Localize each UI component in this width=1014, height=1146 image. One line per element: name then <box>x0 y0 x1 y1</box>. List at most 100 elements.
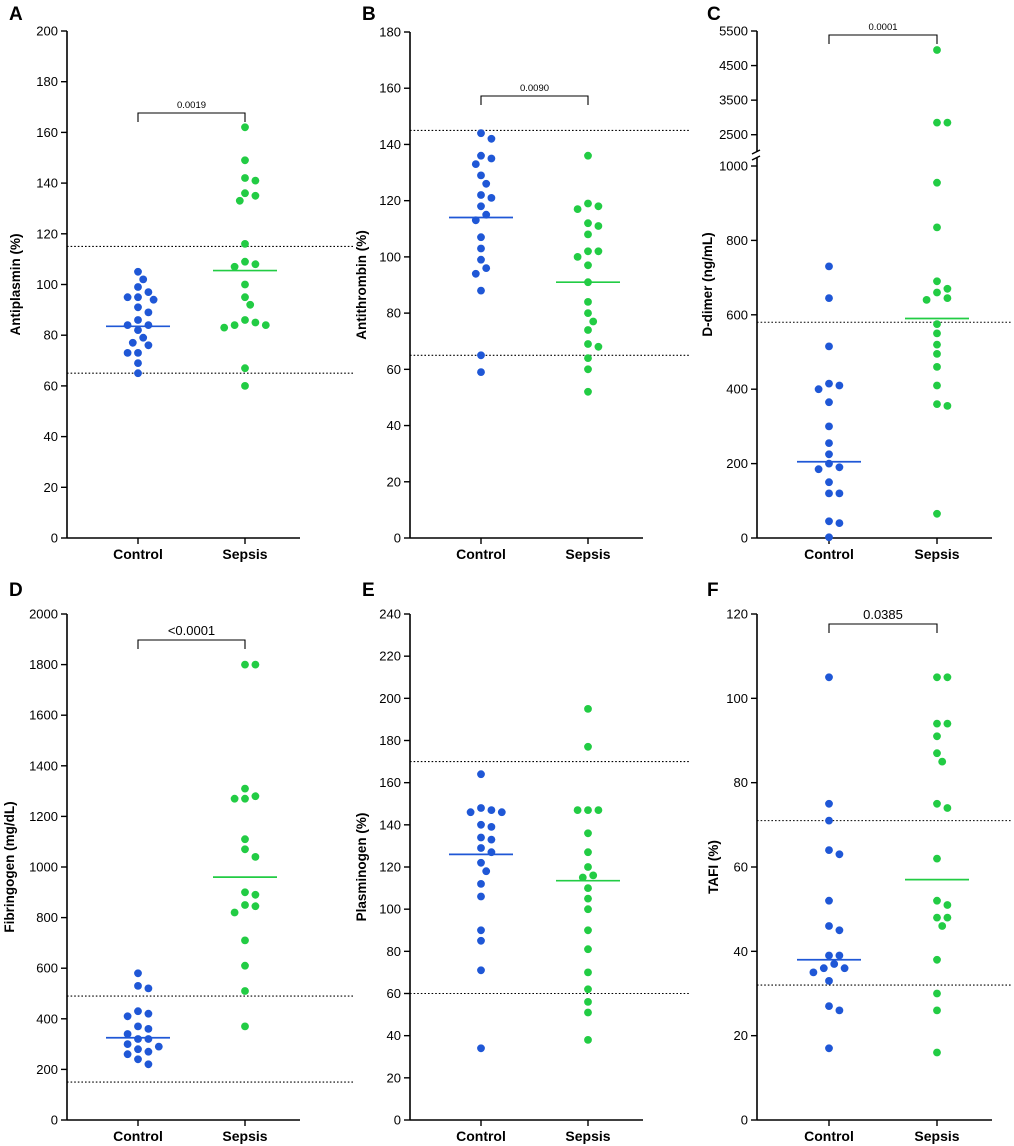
data-point <box>477 286 485 295</box>
data-point <box>241 382 249 390</box>
data-point <box>933 381 941 390</box>
data-point <box>487 154 496 163</box>
data-point <box>825 951 833 960</box>
data-point <box>477 820 485 829</box>
y-tick-label: 160 <box>379 775 401 790</box>
data-point <box>134 1022 142 1031</box>
series-control <box>106 267 170 378</box>
data-point <box>594 806 603 814</box>
data-point <box>241 784 249 793</box>
data-point <box>477 129 485 138</box>
y-tick-label: 160 <box>379 81 401 96</box>
data-point <box>584 230 592 239</box>
data-point <box>134 293 142 302</box>
data-point <box>840 964 849 973</box>
data-point <box>134 316 142 324</box>
y-tick-label: 1200 <box>29 809 58 824</box>
data-point <box>943 913 952 922</box>
data-point <box>241 316 249 324</box>
data-point <box>578 873 587 882</box>
data-point <box>477 926 485 935</box>
y-tick-label: 220 <box>379 649 401 664</box>
data-point <box>825 673 833 682</box>
x-tick-label: Control <box>804 1128 854 1144</box>
data-point <box>943 402 952 410</box>
y-tick-label: 120 <box>726 607 748 622</box>
y-tick-label: 180 <box>36 74 58 89</box>
p-value-label: 0.0090 <box>520 83 549 94</box>
data-point <box>251 260 260 269</box>
data-point <box>825 439 833 447</box>
data-point <box>938 757 947 766</box>
data-point <box>835 1006 844 1015</box>
data-point <box>584 806 592 814</box>
significance-bracket <box>137 112 246 122</box>
data-point <box>123 1012 132 1021</box>
data-point <box>477 171 485 180</box>
y-tick-label: 120 <box>379 860 401 875</box>
data-point <box>123 321 132 329</box>
y-tick-label: 40 <box>387 1028 401 1043</box>
data-point <box>933 1048 941 1057</box>
x-tick-label: Sepsis <box>222 1128 267 1144</box>
y-tick-label: 60 <box>387 362 401 377</box>
data-point <box>251 191 260 200</box>
y-tick-label: 20 <box>387 474 401 489</box>
series-control <box>797 262 861 542</box>
data-point <box>573 806 582 814</box>
data-point <box>584 309 592 317</box>
data-point <box>573 205 582 214</box>
data-point <box>477 351 485 360</box>
data-point <box>825 799 833 808</box>
series-sepsis <box>556 705 620 1044</box>
data-point <box>123 1040 132 1048</box>
y-axis-title: D-dimer (ng/mL) <box>700 232 715 336</box>
y-tick-label: 400 <box>726 382 748 397</box>
data-point <box>835 519 844 527</box>
y-tick-label: 160 <box>36 125 58 140</box>
panel-letter: F <box>707 580 719 601</box>
data-point <box>825 478 833 487</box>
data-point <box>573 253 582 261</box>
y-tick-label: 800 <box>726 233 748 248</box>
series-control <box>449 129 513 376</box>
data-point <box>487 823 496 831</box>
data-point <box>584 705 592 713</box>
data-point <box>477 880 485 888</box>
data-point <box>154 1042 163 1051</box>
data-point <box>220 323 229 332</box>
data-point <box>835 381 844 390</box>
data-point <box>584 1008 592 1017</box>
data-point <box>584 199 592 208</box>
data-point <box>584 863 592 871</box>
data-point <box>933 320 941 328</box>
panel-letter: E <box>362 580 375 601</box>
data-point <box>477 151 485 160</box>
data-point <box>235 196 244 205</box>
data-point <box>251 890 260 899</box>
p-value-label: <0.0001 <box>168 623 215 638</box>
data-point <box>123 1030 132 1038</box>
data-point <box>933 673 941 682</box>
data-point <box>584 247 592 256</box>
data-point <box>482 264 491 272</box>
data-point <box>933 989 941 998</box>
data-point <box>477 1044 485 1053</box>
data-point <box>241 156 249 165</box>
x-tick-label: Sepsis <box>565 1128 610 1144</box>
data-point <box>825 294 833 302</box>
data-point <box>830 960 839 968</box>
data-point <box>134 1055 142 1064</box>
data-point <box>825 896 833 905</box>
data-point <box>144 1009 153 1018</box>
data-point <box>241 835 249 844</box>
data-point <box>594 222 603 230</box>
data-point <box>139 333 148 342</box>
x-tick-label: Sepsis <box>914 546 959 562</box>
data-point <box>933 363 941 371</box>
data-point <box>943 901 952 909</box>
y-tick-label: 200 <box>726 456 748 471</box>
data-point <box>251 176 260 185</box>
data-point <box>477 936 485 945</box>
data-point <box>594 342 603 351</box>
